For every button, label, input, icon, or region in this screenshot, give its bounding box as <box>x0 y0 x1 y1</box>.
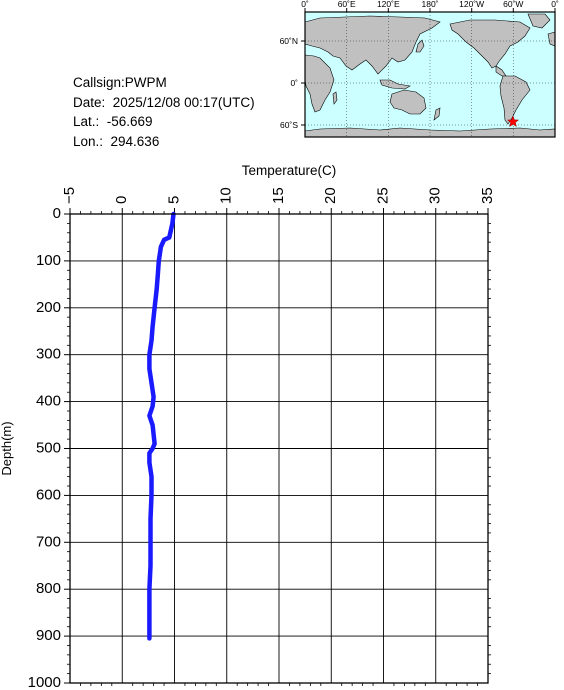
x-tick-label: 25 <box>374 187 391 204</box>
map-lon-label: 0˚ <box>551 0 559 9</box>
plot-frame <box>69 213 489 684</box>
latitude-text: Lat.: -56.669 <box>73 114 153 129</box>
x-tick-label: 15 <box>270 187 287 204</box>
y-tick-label: 0 <box>53 205 61 222</box>
land-eurasia <box>304 15 441 75</box>
land-africa <box>304 54 335 113</box>
x-tick-label: 30 <box>427 187 444 204</box>
x-tick-label: 35 <box>479 187 496 204</box>
land-south-america <box>499 75 531 125</box>
map-land <box>304 13 556 138</box>
land-japan <box>415 39 425 53</box>
y-tick-label: 900 <box>36 627 61 644</box>
y-tick-label: 500 <box>36 439 61 456</box>
map-lat-label: 60˚N <box>280 36 298 46</box>
date-text: Date: 2025/12/08 00:17(UTC) <box>73 94 255 110</box>
chart-tick-labels: −5 0 5 10 15 20 25 30 35010020030040050060070080… <box>28 187 496 690</box>
y-tick-label: 600 <box>36 486 61 503</box>
map-lon-label: 120˚E <box>377 0 400 9</box>
chart-ticks <box>64 208 491 686</box>
y-tick-label: 1000 <box>28 674 61 690</box>
land-north-america <box>449 19 531 69</box>
x-tick-label: −5 <box>61 187 78 204</box>
land-madagascar <box>332 91 338 105</box>
land-australia <box>389 89 427 115</box>
x-tick-label: 0 <box>113 196 130 204</box>
map-ticks <box>301 8 556 126</box>
x-axis-title: Temperature(C) <box>242 163 337 178</box>
map-frame: 0˚ 60˚E 120˚E 180˚ 120˚W 60˚W 0˚ 60˚N 0˚… <box>280 0 559 138</box>
map-lon-label: 60˚W <box>503 0 523 9</box>
land-indonesia <box>379 79 411 90</box>
y-axis-title: Depth(m) <box>0 421 14 475</box>
y-tick-label: 700 <box>36 533 61 550</box>
chart-grid <box>69 213 489 684</box>
map-lon-label: 0˚ <box>301 0 309 9</box>
map-lon-label: 120˚W <box>459 0 484 9</box>
y-tick-label: 100 <box>36 252 61 269</box>
map-lon-label: 180˚ <box>421 0 438 9</box>
y-tick-label: 300 <box>36 346 61 363</box>
y-tick-label: 800 <box>36 580 61 597</box>
temperature-profile-line <box>147 211 176 641</box>
map-lat-label: 0˚ <box>290 78 298 88</box>
land-greenland <box>527 13 551 29</box>
land-new-zealand <box>433 107 441 121</box>
x-tick-label: 5 <box>165 196 182 204</box>
longitude-text: Lon.: 294.636 <box>73 133 160 149</box>
station-info: Callsign:PWPM Date: 2025/12/08 00:17(UTC… <box>73 73 255 151</box>
star-icon <box>506 115 520 128</box>
callsign-text: Callsign:PWPM <box>73 75 167 90</box>
x-tick-label: 20 <box>322 187 339 204</box>
y-tick-label: 400 <box>36 393 61 410</box>
map-lat-label: 60˚S <box>280 120 298 130</box>
y-tick-label: 200 <box>36 299 61 316</box>
map-lon-label: 60˚E <box>338 0 356 9</box>
x-tick-label: 10 <box>218 187 235 204</box>
